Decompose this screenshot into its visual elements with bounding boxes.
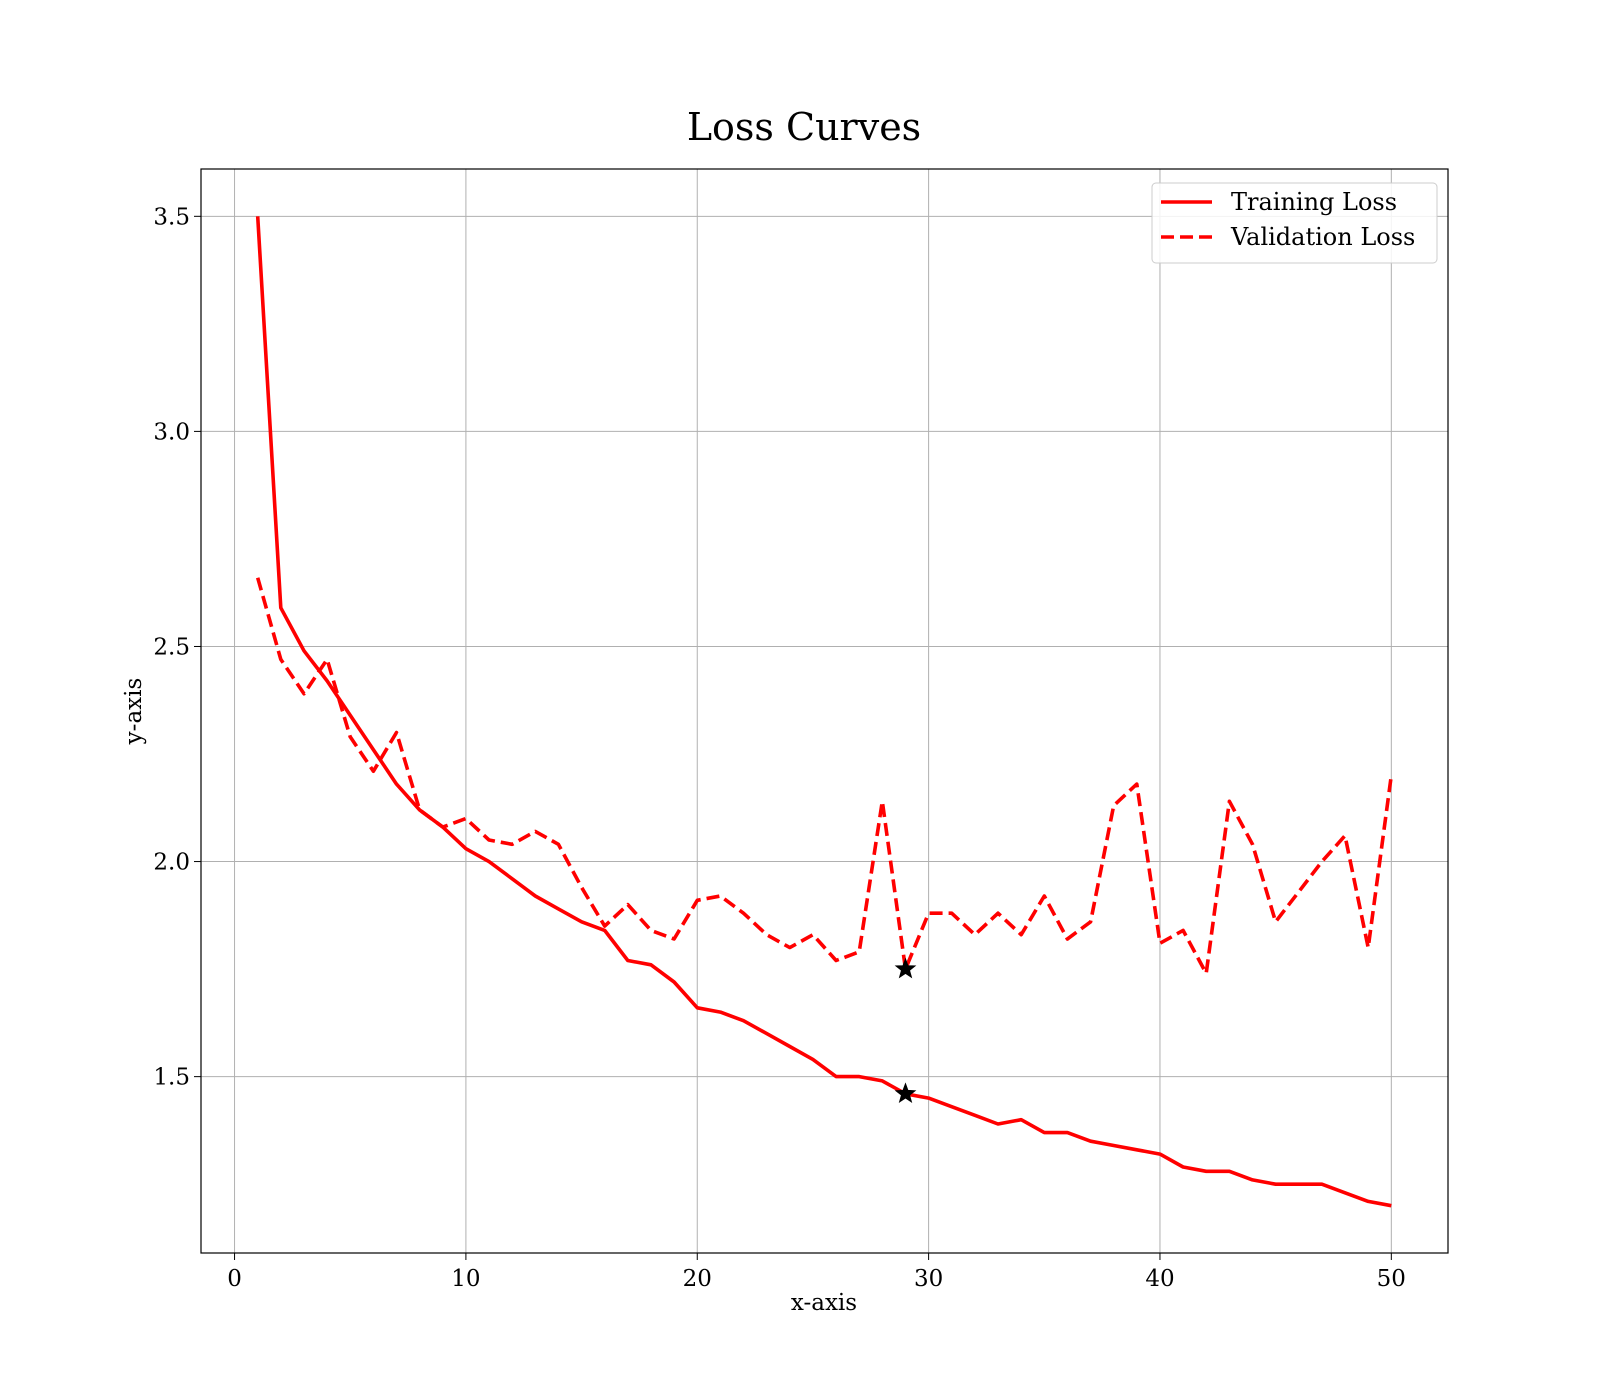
validation-loss-star-marker	[894, 957, 917, 979]
validation-loss-line	[255, 577, 1394, 976]
x-tick-label: 0	[227, 1266, 242, 1292]
ticks: 0 10 20 30 40 50 1.5 2.0 2.5 3.0 3.5	[153, 204, 1406, 1292]
legend-label-training-loss: Training Loss	[1231, 188, 1397, 216]
legend-label-validation-loss: Validation Loss	[1230, 223, 1415, 251]
x-tick-label: 40	[1145, 1266, 1174, 1292]
x-axis-label: x-axis	[791, 1290, 857, 1316]
y-tick-label: 2.0	[153, 850, 190, 876]
plot-frame	[200, 168, 1449, 1254]
legend-box	[1151, 182, 1438, 264]
y-tick-label: 3.0	[153, 419, 190, 445]
training-loss-line	[255, 216, 1392, 1208]
training-loss-star-marker	[894, 1082, 917, 1104]
y-tick-label: 1.5	[153, 1065, 190, 1091]
series-lines	[255, 216, 1394, 1208]
y-tick-label: 3.5	[153, 204, 190, 230]
x-tick-label: 20	[683, 1266, 712, 1292]
chart-title: Loss Curves	[687, 105, 921, 149]
x-tick-label: 30	[914, 1266, 943, 1292]
y-axis-label: y-axis	[121, 678, 147, 746]
x-tick-label: 10	[451, 1266, 480, 1292]
y-tick-label: 2.5	[153, 634, 190, 660]
legend: Training Loss Validation Loss	[1151, 182, 1438, 264]
markers	[894, 957, 917, 1104]
grid	[201, 169, 1448, 1253]
x-tick-label: 50	[1377, 1266, 1406, 1292]
